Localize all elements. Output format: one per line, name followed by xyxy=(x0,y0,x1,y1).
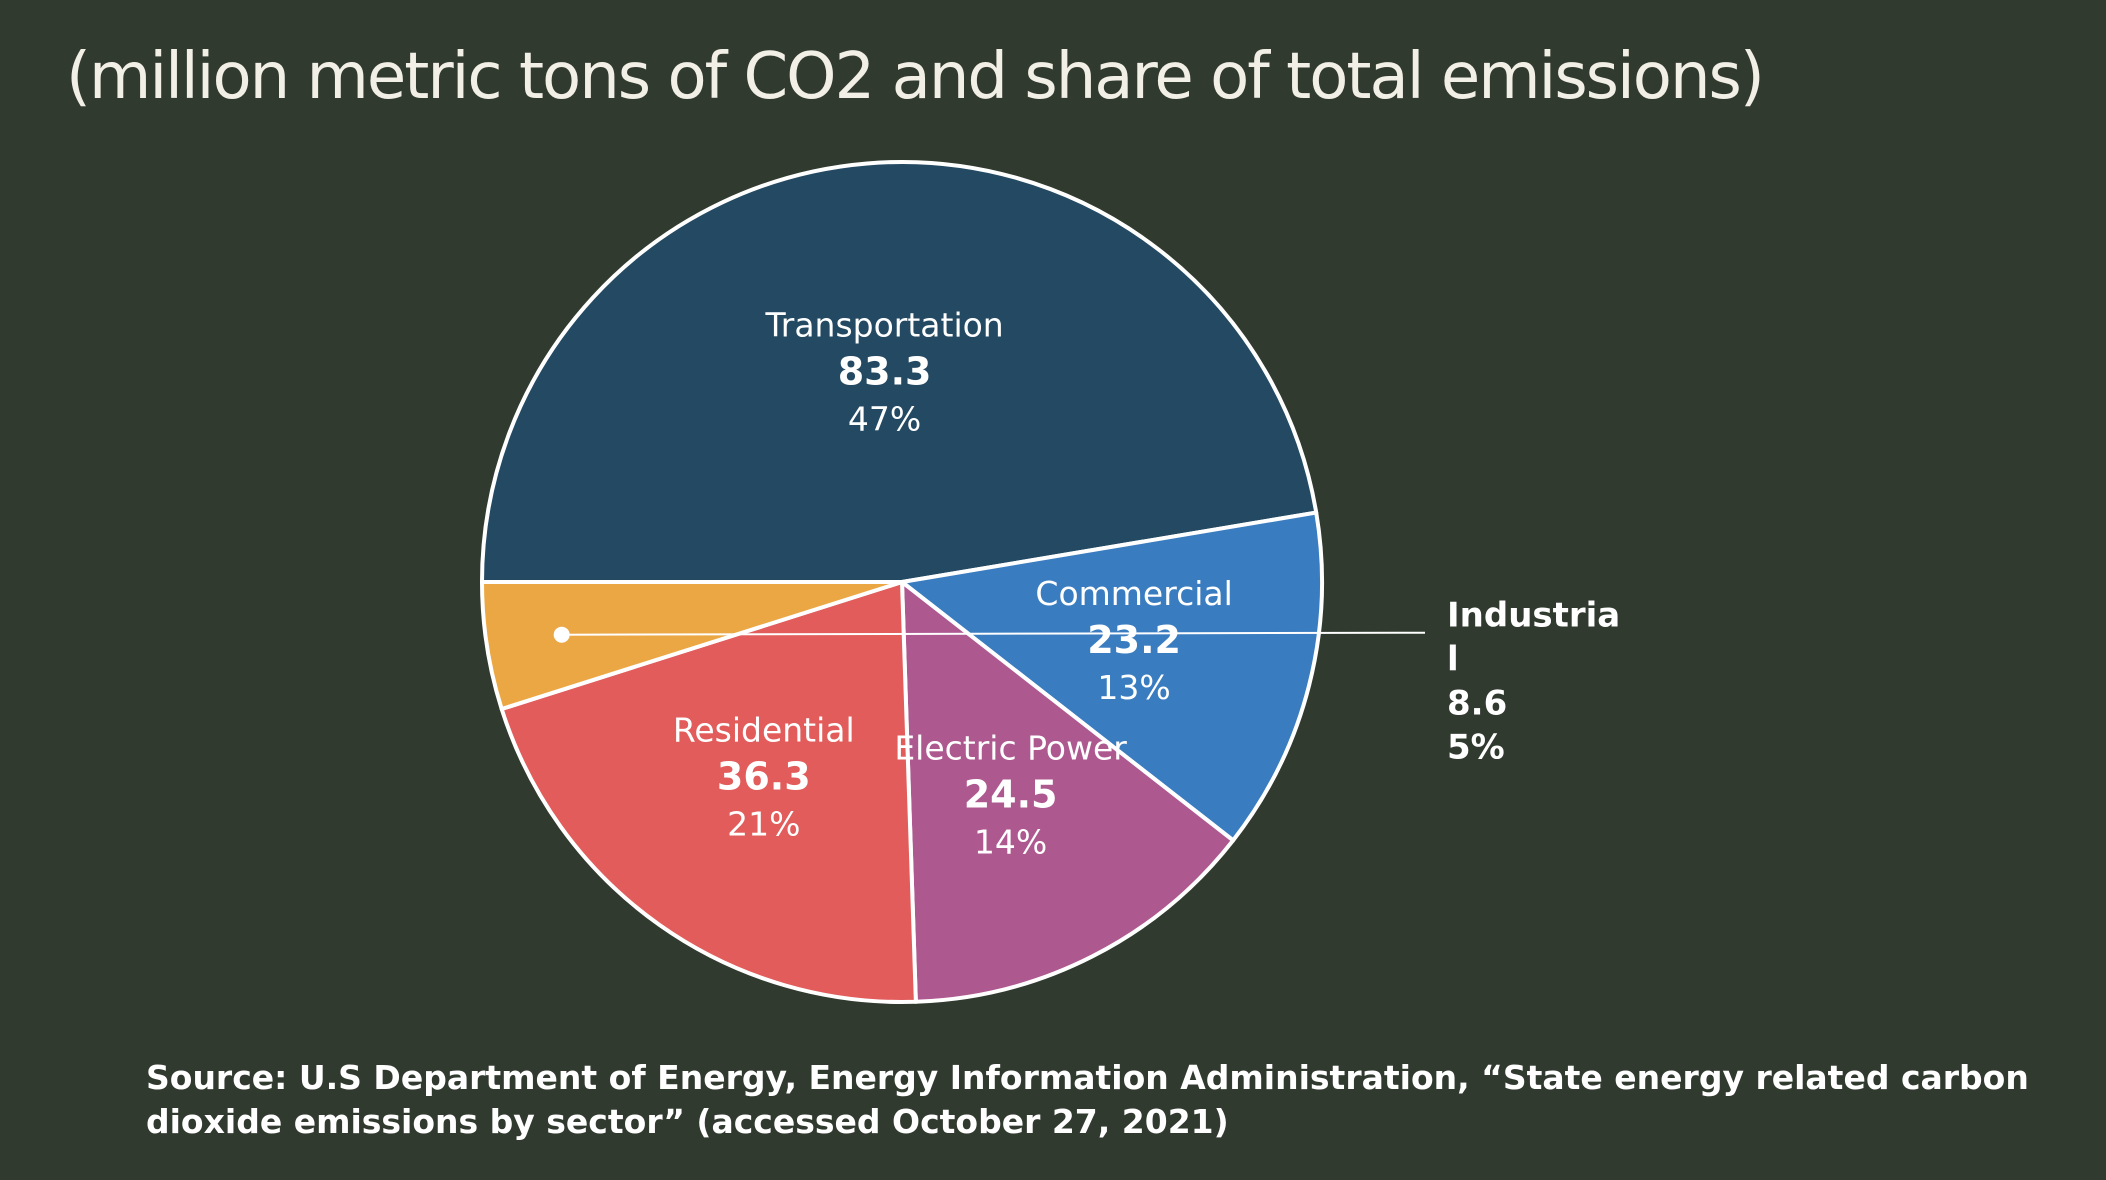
slice-label-percent-electric-power: 14% xyxy=(974,822,1047,861)
slice-label-value-electric-power: 24.5 xyxy=(964,772,1058,816)
pie-slice-residential xyxy=(499,580,918,1004)
callout-percent-industrial: 5% xyxy=(1447,728,1505,768)
slice-label-name-transportation: Transportation xyxy=(764,306,1003,345)
slice-label-name-electric-power: Electric Power xyxy=(894,728,1127,767)
pie-slice-industrial xyxy=(480,580,904,711)
pie-slice-electric-power xyxy=(900,580,1236,1004)
callout-line-industrial xyxy=(561,631,1426,636)
source-note: Source: U.S Department of Energy, Energy… xyxy=(146,1058,2029,1141)
callout-value-industrial: 8.6 xyxy=(1447,684,1507,724)
slice-label-name-commercial: Commercial xyxy=(1035,574,1232,613)
slice-label-name-residential: Residential xyxy=(673,711,855,750)
slice-label-value-transportation: 83.3 xyxy=(838,350,932,394)
pie-slices xyxy=(480,160,1324,1004)
callout-name-line-1-industrial: Industria xyxy=(1447,596,1620,636)
pie-labels: Transportation 83.3 47% Commercial 23.2 13% El… xyxy=(553,306,1620,861)
slice-label-percent-residential: 21% xyxy=(727,805,800,844)
slice-label-percent-commercial: 13% xyxy=(1097,668,1170,707)
chart-title: (million metric tons of CO2 and share of… xyxy=(66,40,1765,114)
pie-slice-commercial xyxy=(900,510,1324,843)
pie-slice-transportation xyxy=(480,160,1319,584)
slice-label-value-commercial: 23.2 xyxy=(1087,618,1181,662)
slice-label-percent-transportation: 47% xyxy=(848,400,921,439)
slice-label-value-residential: 36.3 xyxy=(717,755,811,799)
callout-name-line-2-industrial: l xyxy=(1447,640,1459,680)
